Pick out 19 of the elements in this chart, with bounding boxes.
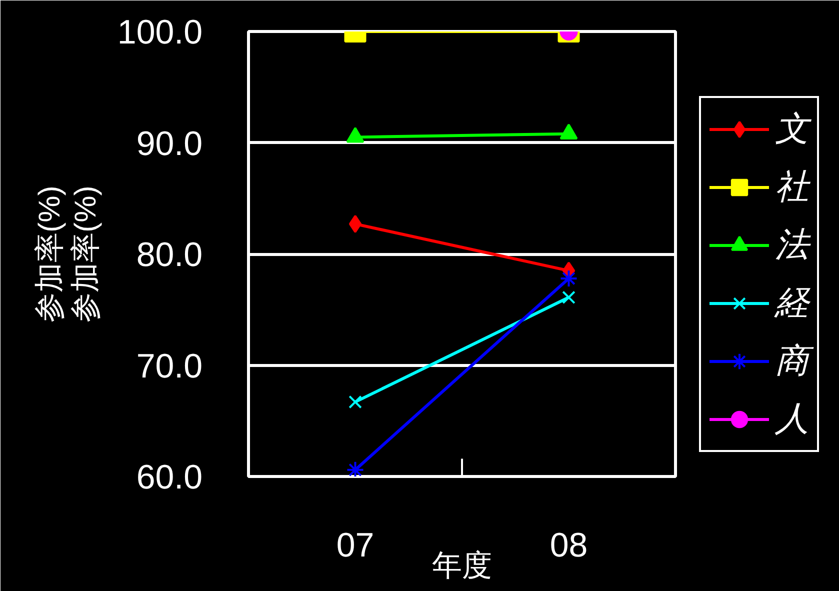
y-axis-title: 参加率(%) (69, 186, 102, 322)
point (346, 460, 364, 476)
point (348, 395, 362, 409)
legend-label: 文 (775, 109, 809, 150)
y-tick-label: 100.0 (117, 14, 203, 52)
y-tick-label: 80.0 (136, 236, 203, 274)
legend-label: 経 (775, 283, 809, 324)
text: 参加率(%) (34, 186, 66, 322)
legend-label: 法 (775, 225, 809, 266)
point (560, 269, 578, 288)
y-tick-label: 70.0 (136, 347, 203, 386)
y-tick-label: 90.0 (136, 124, 203, 163)
legend-label: 人 (775, 399, 809, 440)
x-tick-label: 08 (550, 526, 588, 564)
x-axis-title: 年度 (432, 550, 492, 582)
y-tick-label: 60.0 (136, 458, 203, 496)
point (562, 290, 576, 304)
x-tick-label: 07 (336, 526, 374, 564)
legend-label: 社 (775, 167, 809, 208)
